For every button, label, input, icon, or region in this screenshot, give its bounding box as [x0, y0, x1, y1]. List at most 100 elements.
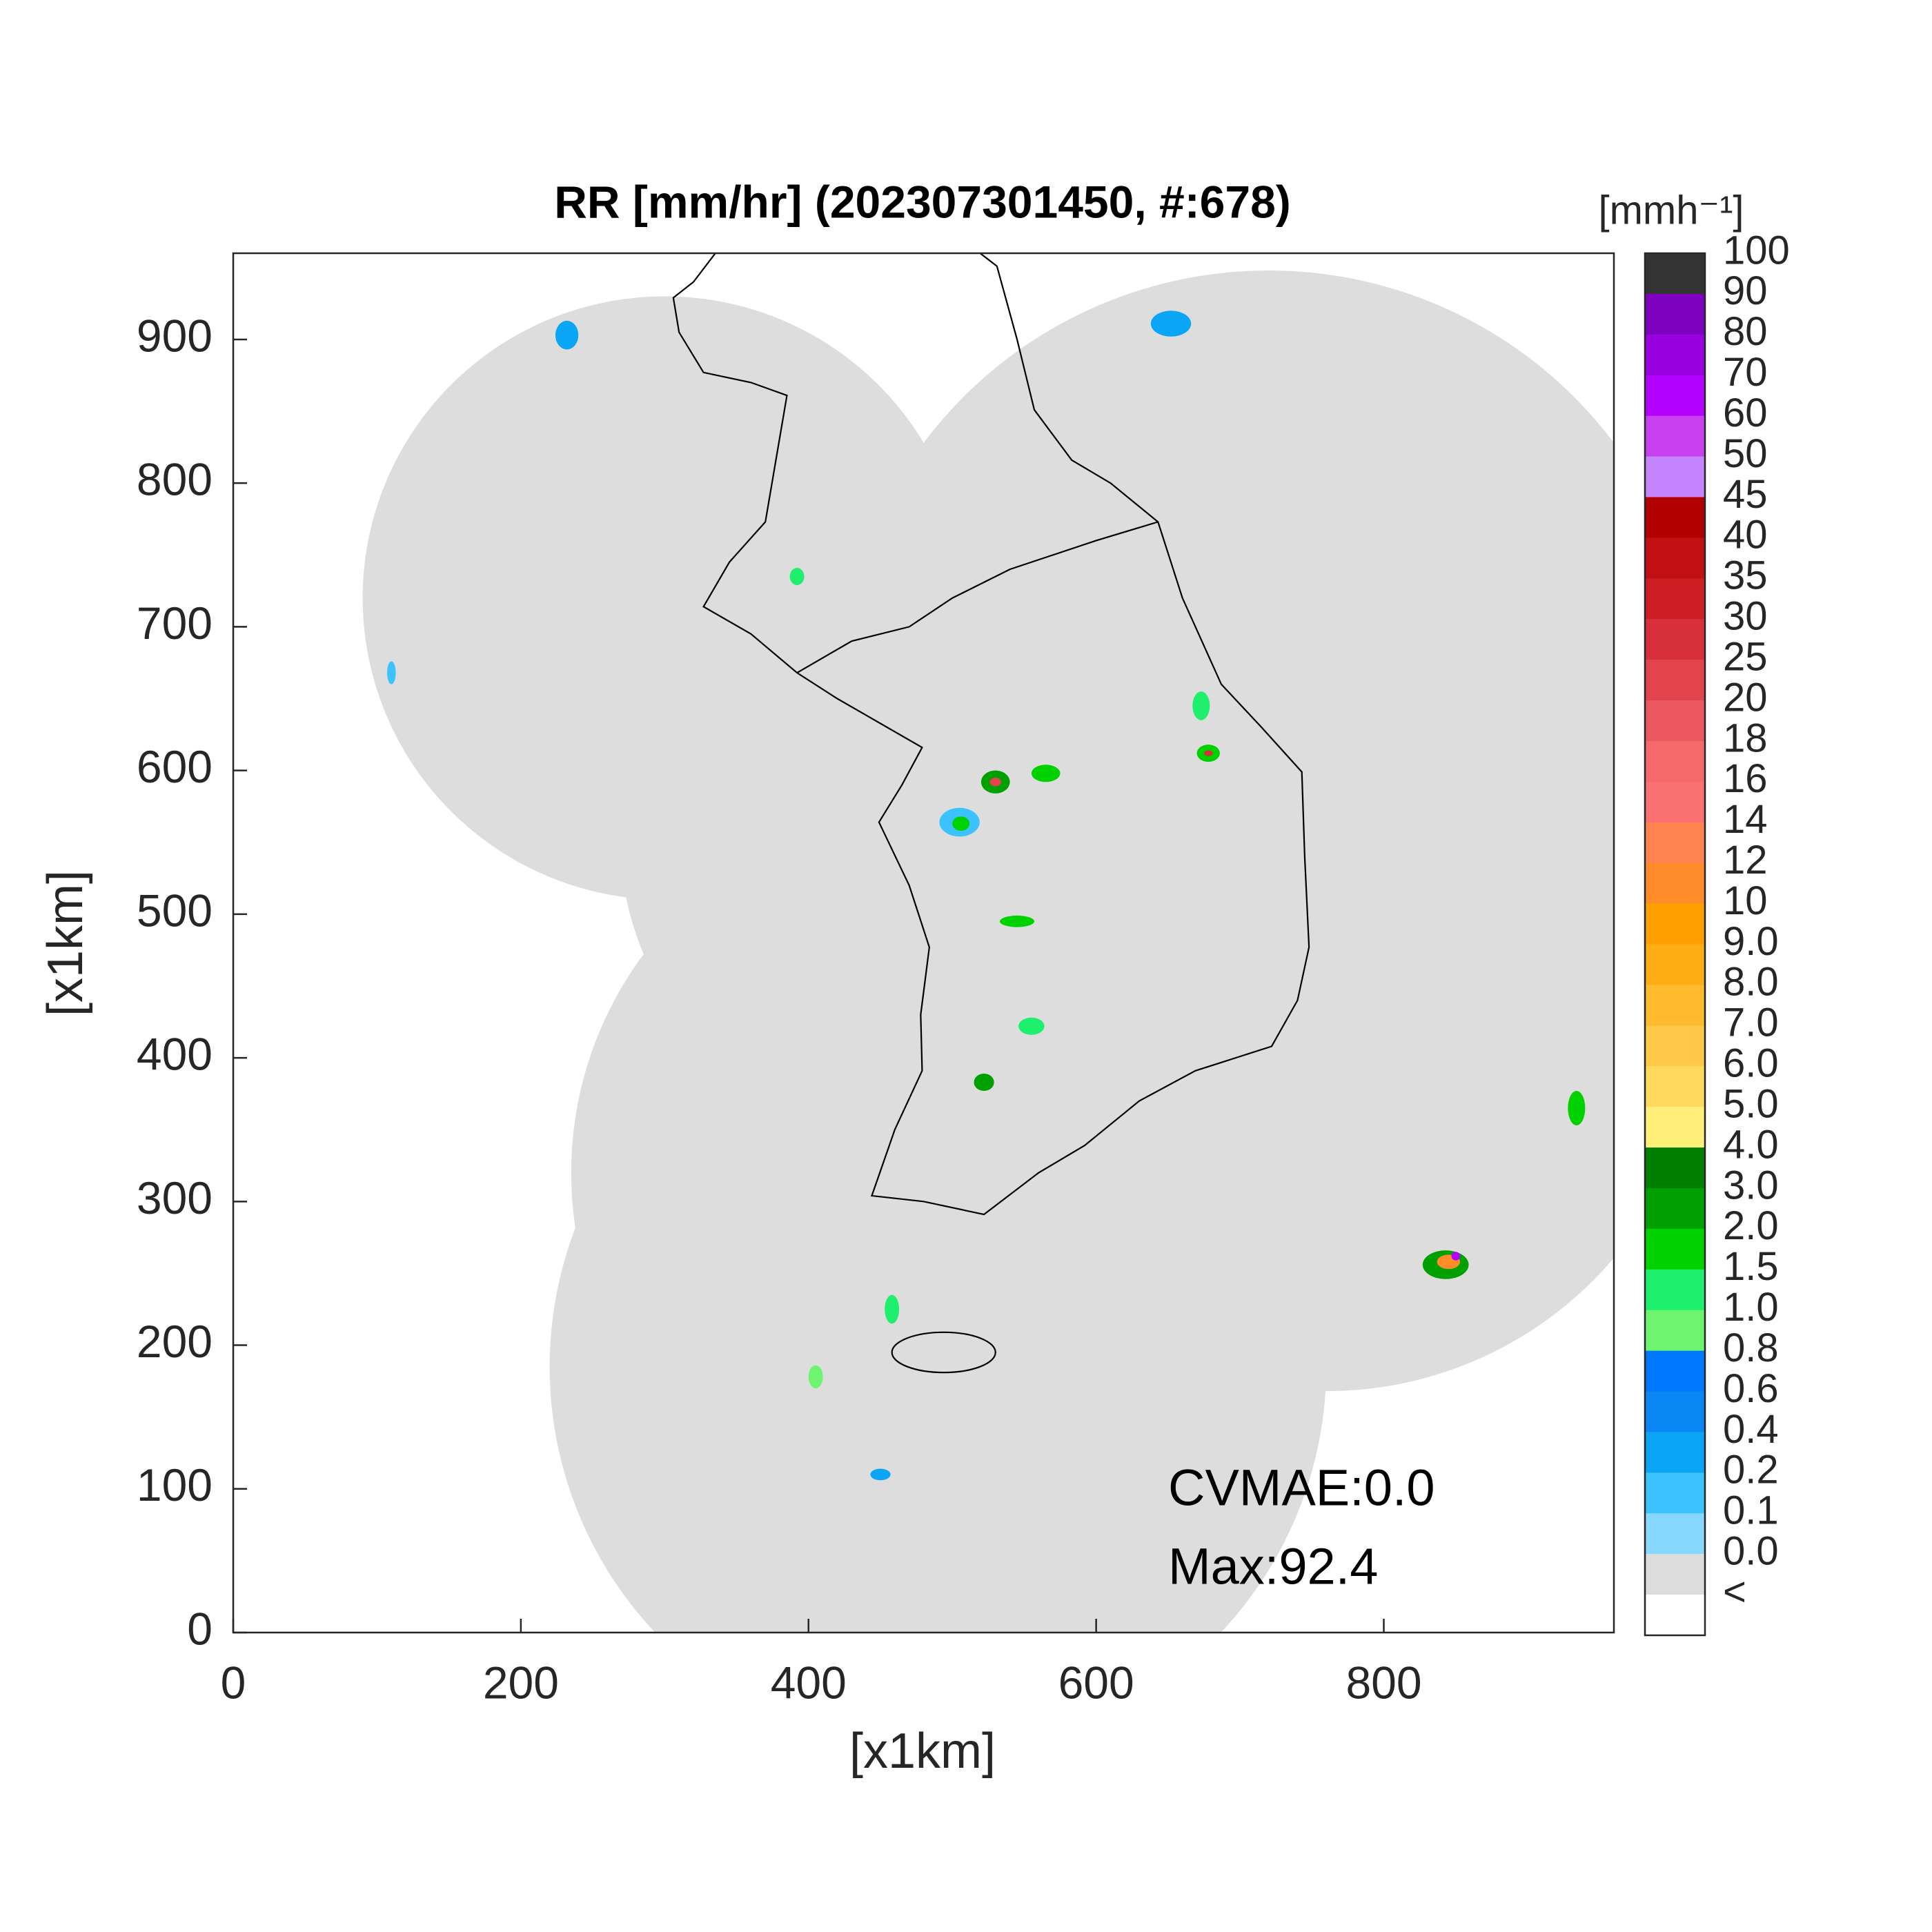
chart-title: RR [mm/hr] (202307301450, #:678)	[554, 176, 1291, 227]
x-tick-label: 800	[1346, 1657, 1421, 1708]
colorbar-segment	[1645, 1228, 1705, 1270]
rain-cell	[555, 320, 579, 350]
rain-cell	[989, 778, 1002, 787]
colorbar-segment	[1645, 1147, 1705, 1189]
annotation: CVMAE:0.0	[1168, 1459, 1435, 1517]
colorbar-tick-label: 3.0	[1723, 1163, 1779, 1208]
colorbar-segment	[1645, 456, 1705, 497]
x-tick-label: 200	[483, 1657, 559, 1708]
colorbar-tick-label: <	[1723, 1569, 1746, 1614]
colorbar-tick-label: 14	[1723, 797, 1768, 842]
colorbar-tick-label: 16	[1723, 756, 1768, 801]
rain-cell	[1451, 1252, 1460, 1261]
colorbar-segment	[1645, 334, 1705, 376]
colorbar-segment	[1645, 1066, 1705, 1107]
colorbar-segment	[1645, 1107, 1705, 1148]
colorbar-segment	[1645, 985, 1705, 1026]
axes-frame	[232, 252, 1615, 1634]
colorbar-tick-label: 8.0	[1723, 960, 1779, 1005]
colorbar-segment	[1645, 1269, 1705, 1311]
radar-coverage	[362, 270, 1614, 1633]
x-tick-label: 600	[1058, 1657, 1134, 1708]
y-tick-label: 200	[137, 1316, 213, 1367]
colorbar-tick-label: 25	[1723, 634, 1768, 679]
border-path	[797, 522, 1158, 673]
colorbar-segment	[1645, 415, 1705, 457]
colorbar-tick-label: 4.0	[1723, 1122, 1779, 1167]
colorbar-segment	[1645, 740, 1705, 782]
colorbar-segment	[1645, 293, 1705, 335]
rain-cell	[808, 1365, 823, 1389]
colorbar-segment	[1645, 1595, 1705, 1636]
colorbar-tick-label: 0.8	[1723, 1325, 1779, 1370]
colorbar-segment	[1645, 1554, 1705, 1595]
colorbar-tick-label: 1.5	[1723, 1244, 1779, 1289]
colorbar-segment	[1645, 538, 1705, 579]
colorbar-tick-label: 50	[1723, 431, 1768, 476]
colorbar-tick-label: 60	[1723, 391, 1768, 435]
y-tick-label: 900	[137, 310, 213, 361]
colorbar-tick-label: 20	[1723, 675, 1768, 720]
colorbar-tick-label: 0.0	[1723, 1529, 1779, 1574]
colorbar-tick-label: 2.0	[1723, 1203, 1779, 1248]
y-tick-label: 600	[137, 741, 213, 792]
rain-cell	[1203, 750, 1213, 756]
y-axis-label: [x1km]	[38, 870, 93, 1016]
colorbar-tick-label: 70	[1723, 350, 1768, 395]
colorbar-segment	[1645, 1472, 1705, 1514]
colorbar-label: [mmh⁻¹]	[1598, 188, 1744, 233]
colorbar-segment	[1645, 1350, 1705, 1392]
rain-cell	[999, 915, 1035, 927]
colorbar-segment	[1645, 1310, 1705, 1352]
colorbar-tick-label: 0.2	[1723, 1448, 1779, 1492]
colorbar-tick-label: 1.0	[1723, 1285, 1779, 1330]
colorbar-tick-label: 0.1	[1723, 1488, 1779, 1533]
coast-path	[673, 252, 1309, 1214]
colorbar-segment	[1645, 619, 1705, 660]
y-tick-label: 400	[137, 1029, 213, 1080]
colorbar-tick-label: 45	[1723, 472, 1768, 517]
rain-cells	[387, 310, 1586, 1481]
colorbar-tick-label: 0.6	[1723, 1366, 1779, 1411]
y-tick-label: 0	[187, 1603, 213, 1654]
colorbar-tick-label: 5.0	[1723, 1081, 1779, 1126]
coverage	[549, 978, 1326, 1633]
y-tick-label: 500	[137, 885, 213, 936]
colorbar-segment	[1645, 1391, 1705, 1432]
rain-cell	[1150, 310, 1192, 337]
colorbar-segment	[1645, 375, 1705, 417]
y-tick-label: 300	[137, 1172, 213, 1223]
y-tick-label: 700	[137, 598, 213, 649]
y-tick-label: 800	[137, 454, 213, 505]
rain-cell	[952, 816, 970, 831]
y-tick-label: 100	[137, 1459, 213, 1510]
colorbar-tick-label: 100	[1723, 228, 1790, 273]
coastline	[673, 252, 1309, 1372]
colorbar-tick-label: 80	[1723, 309, 1768, 354]
colorbar-segment	[1645, 1432, 1705, 1473]
map-area	[362, 252, 1614, 1633]
rain-cell	[387, 661, 396, 684]
colorbar-segment	[1645, 781, 1705, 823]
rain-cell	[1568, 1090, 1586, 1125]
colorbar-segment	[1645, 253, 1705, 295]
colorbar-tick-label: 12	[1723, 838, 1768, 883]
colorbar-tick-label: 40	[1723, 513, 1768, 558]
colorbar-segment	[1645, 497, 1705, 538]
colorbar-tick-label: 9.0	[1723, 919, 1779, 964]
rain-cell	[885, 1294, 900, 1324]
map-layer	[362, 252, 1614, 1633]
rain-cell	[789, 568, 805, 586]
colorbar-tick-label: 7.0	[1723, 1000, 1779, 1045]
colorbar-segment	[1645, 700, 1705, 742]
colorbar-tick-label: 35	[1723, 553, 1768, 598]
colorbar-segment	[1645, 822, 1705, 864]
x-tick-label: 400	[771, 1657, 847, 1708]
colorbar-segment	[1645, 903, 1705, 945]
rain-cell	[974, 1073, 994, 1091]
colorbar-tick-label: 90	[1723, 268, 1768, 313]
colorbar-tick-label: 18	[1723, 716, 1768, 760]
colorbar-tick-label: 10	[1723, 878, 1768, 923]
colorbar-segment	[1645, 660, 1705, 701]
